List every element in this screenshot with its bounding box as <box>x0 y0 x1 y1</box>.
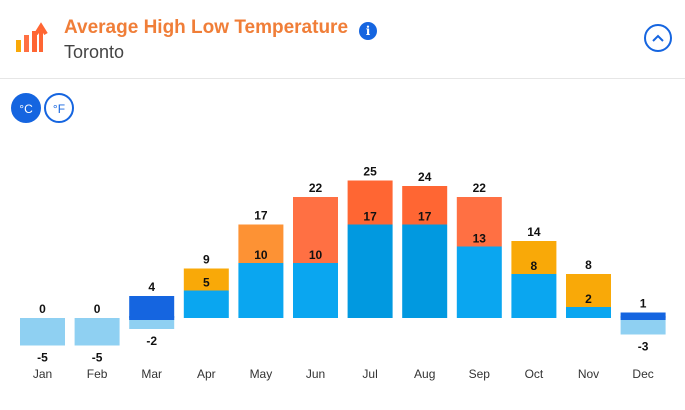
low-value-label: 5 <box>203 276 210 290</box>
low-bar <box>20 318 65 346</box>
low-value-label: 13 <box>473 232 487 246</box>
low-value-label: -5 <box>37 351 48 365</box>
chevron-up-icon <box>652 34 664 42</box>
low-bar <box>511 274 557 318</box>
low-bar <box>566 307 611 318</box>
collapse-button[interactable] <box>644 24 672 52</box>
location-label: Toronto <box>64 42 125 62</box>
low-bar <box>129 318 175 329</box>
x-tick-label: Jan <box>33 367 52 381</box>
high-value-label: 8 <box>585 258 592 272</box>
low-bar <box>620 318 666 335</box>
low-bar <box>183 290 229 318</box>
high-bar <box>293 197 338 263</box>
x-tick-label: Aug <box>414 367 435 381</box>
low-bar <box>74 318 120 346</box>
x-tick-label: Mar <box>141 367 162 381</box>
high-value-label: 25 <box>363 165 377 179</box>
temperature-chart: -5 0 Jan -5 0 Feb -2 4 Mar 5 9 Apr 10 17 May 10 22 Jun 17 2… <box>20 165 666 381</box>
low-value-label: 17 <box>418 210 432 224</box>
high-value-label: 14 <box>527 225 541 239</box>
low-value-label: -2 <box>146 334 157 348</box>
chart-title: Average High Low Temperature <box>64 17 349 38</box>
x-tick-label: Jun <box>306 367 325 381</box>
x-tick-label: Apr <box>197 367 216 381</box>
low-value-label: 17 <box>363 210 377 224</box>
high-value-label: 22 <box>309 181 323 195</box>
info-icon[interactable]: i <box>359 22 377 40</box>
high-value-label: 22 <box>473 181 487 195</box>
high-bar <box>566 274 611 307</box>
high-bar <box>347 180 393 225</box>
low-bar <box>402 224 448 318</box>
high-bar <box>238 224 284 263</box>
high-value-label: 1 <box>640 297 647 311</box>
low-value-label: 8 <box>531 259 538 273</box>
high-value-label: 4 <box>148 280 155 294</box>
low-value-label: 10 <box>309 248 323 262</box>
x-tick-label: Feb <box>87 367 108 381</box>
high-bar <box>129 296 175 318</box>
x-tick-label: Oct <box>525 367 544 381</box>
high-value-label: 0 <box>94 302 101 316</box>
chart-header: Average High Low Temperature i Toronto <box>0 0 685 79</box>
x-tick-label: May <box>250 367 273 381</box>
high-bar <box>402 186 448 225</box>
high-bar <box>511 241 557 274</box>
x-tick-label: Dec <box>632 367 653 381</box>
high-bar <box>620 312 666 318</box>
low-bar <box>347 224 393 318</box>
high-value-label: 9 <box>203 253 210 267</box>
low-bar <box>456 246 502 318</box>
high-bar <box>456 197 502 247</box>
x-tick-label: Nov <box>578 367 599 381</box>
zero-line-mark <box>620 316 666 320</box>
celsius-toggle[interactable]: °C <box>11 93 41 123</box>
high-value-label: 0 <box>39 302 46 316</box>
high-value-label: 17 <box>254 209 268 223</box>
low-bar <box>293 263 338 318</box>
x-tick-label: Jul <box>362 367 377 381</box>
low-value-label: 10 <box>254 248 268 262</box>
low-bar <box>238 263 284 318</box>
bar-chart-icon <box>16 22 48 52</box>
high-value-label: 24 <box>418 170 432 184</box>
high-bar <box>183 268 229 291</box>
x-tick-label: Sep <box>469 367 491 381</box>
low-value-label: -3 <box>638 340 649 354</box>
zero-line-mark <box>129 316 175 320</box>
low-value-label: 2 <box>585 292 592 306</box>
low-value-label: -5 <box>92 351 103 365</box>
fahrenheit-toggle[interactable]: °F <box>44 93 74 123</box>
